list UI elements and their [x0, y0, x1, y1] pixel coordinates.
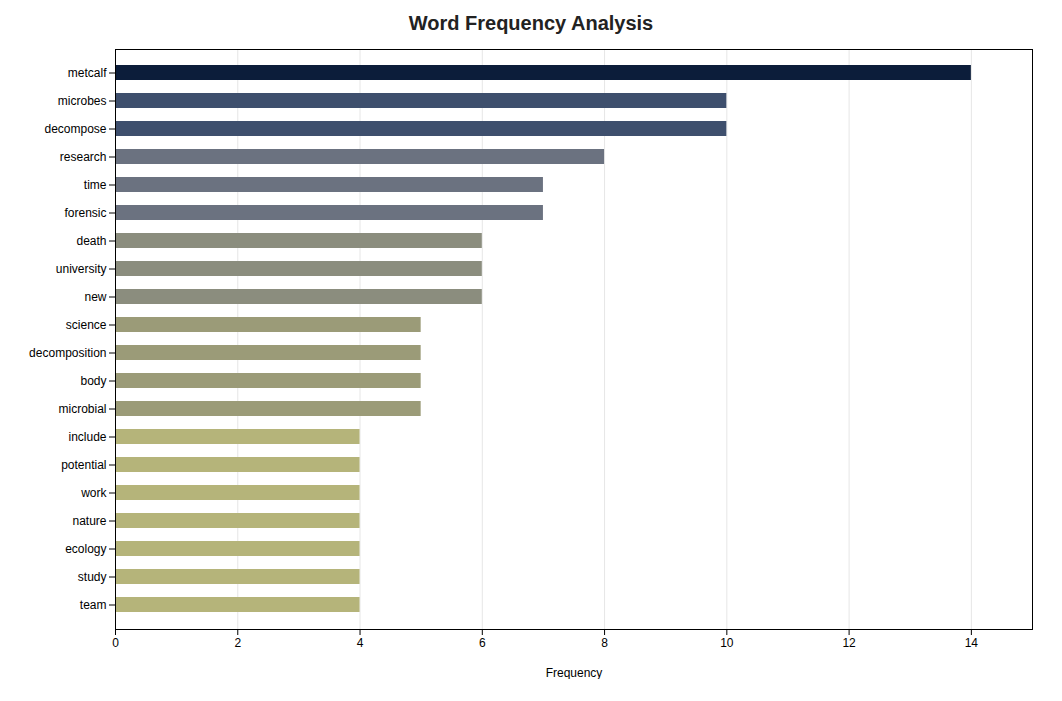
svg-text:metcalf: metcalf [68, 66, 107, 80]
svg-text:nature: nature [72, 514, 106, 528]
svg-text:14: 14 [965, 636, 979, 650]
svg-text:work: work [80, 486, 107, 500]
svg-text:ecology: ecology [65, 542, 106, 556]
svg-text:time: time [84, 178, 107, 192]
svg-text:decompose: decompose [44, 122, 106, 136]
svg-text:new: new [84, 290, 106, 304]
svg-text:12: 12 [842, 636, 856, 650]
svg-text:6: 6 [479, 636, 486, 650]
svg-text:university: university [56, 262, 107, 276]
svg-text:10: 10 [720, 636, 734, 650]
svg-text:include: include [68, 430, 106, 444]
svg-text:4: 4 [357, 636, 364, 650]
svg-text:forensic: forensic [64, 206, 106, 220]
svg-text:science: science [66, 318, 107, 332]
svg-text:microbial: microbial [58, 402, 106, 416]
svg-text:8: 8 [601, 636, 608, 650]
html-text:Word Frequency Analysis: Word Frequency Analysis [408, 12, 654, 34]
svg-text:Frequency: Frequency [546, 666, 603, 680]
svg-text:death: death [76, 234, 106, 248]
svg-text:microbes: microbes [58, 94, 107, 108]
svg-text:2: 2 [234, 636, 241, 650]
svg-text:team: team [80, 598, 107, 612]
svg-text:potential: potential [61, 458, 106, 472]
svg-text:0: 0 [112, 636, 119, 650]
svg-text:body: body [80, 374, 106, 388]
svg-text:study: study [78, 570, 107, 584]
svg-text:decomposition: decomposition [29, 346, 106, 360]
svg-text:research: research [60, 150, 107, 164]
